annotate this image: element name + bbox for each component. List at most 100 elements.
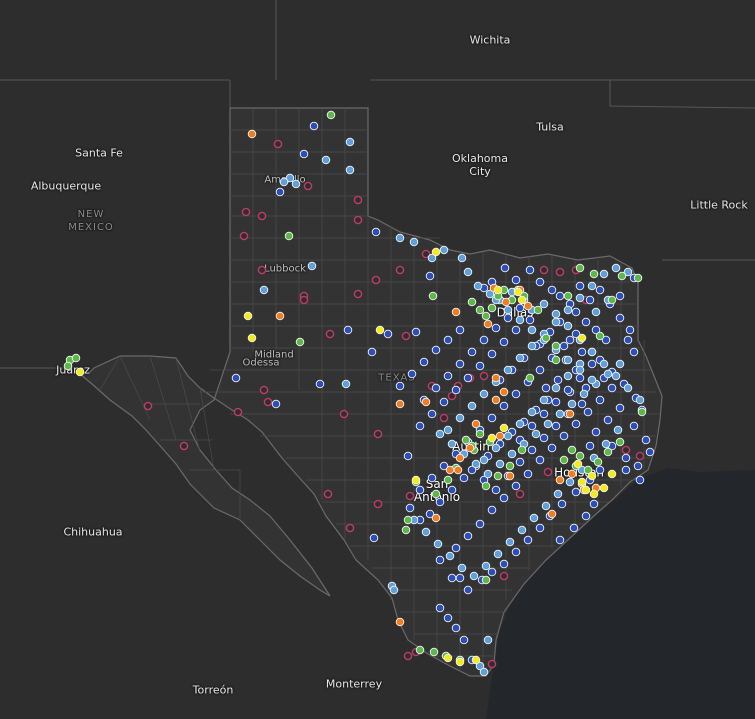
dark-blue-site-marker[interactable] (271, 399, 281, 409)
green-site-marker[interactable] (429, 647, 439, 657)
green-site-marker[interactable] (563, 291, 573, 301)
dark-blue-site-marker[interactable] (539, 433, 549, 443)
light-blue-site-marker[interactable] (603, 369, 613, 379)
yellow-site-marker[interactable] (499, 423, 509, 433)
dark-blue-site-marker[interactable] (411, 327, 421, 337)
crimson-site-marker[interactable] (499, 571, 509, 581)
dark-blue-site-marker[interactable] (455, 359, 465, 369)
crimson-site-marker[interactable] (371, 275, 381, 285)
crimson-site-marker[interactable] (515, 489, 525, 499)
dark-blue-site-marker[interactable] (503, 313, 513, 323)
orange-site-marker[interactable] (565, 409, 575, 419)
light-blue-site-marker[interactable] (307, 261, 317, 271)
green-site-marker[interactable] (326, 110, 336, 120)
crimson-site-marker[interactable] (323, 489, 333, 499)
dark-blue-site-marker[interactable] (581, 511, 591, 521)
dark-blue-site-marker[interactable] (455, 325, 465, 335)
light-blue-site-marker[interactable] (457, 563, 467, 573)
dark-blue-site-marker[interactable] (511, 325, 521, 335)
light-blue-site-marker[interactable] (601, 439, 611, 449)
dark-blue-site-marker[interactable] (527, 445, 537, 455)
light-blue-site-marker[interactable] (503, 365, 513, 375)
dark-blue-site-marker[interactable] (535, 523, 545, 533)
yellow-site-marker[interactable] (75, 367, 85, 377)
green-site-marker[interactable] (541, 333, 551, 343)
dark-blue-site-marker[interactable] (535, 365, 545, 375)
orange-site-marker[interactable] (499, 387, 509, 397)
dark-blue-site-marker[interactable] (447, 573, 457, 583)
crimson-site-marker[interactable] (257, 211, 267, 221)
light-blue-site-marker[interactable] (479, 455, 489, 465)
dark-blue-site-marker[interactable] (435, 497, 445, 507)
dark-blue-site-marker[interactable] (603, 415, 613, 425)
dark-blue-site-marker[interactable] (551, 421, 561, 431)
dark-blue-site-marker[interactable] (405, 503, 415, 513)
light-blue-site-marker[interactable] (551, 309, 561, 319)
orange-site-marker[interactable] (505, 471, 515, 481)
crimson-site-marker[interactable] (179, 441, 189, 451)
dark-blue-site-marker[interactable] (559, 431, 569, 441)
crimson-site-marker[interactable] (403, 651, 413, 661)
dark-blue-site-marker[interactable] (367, 347, 377, 357)
dark-blue-site-marker[interactable] (463, 531, 473, 541)
yellow-site-marker[interactable] (587, 471, 597, 481)
dark-blue-site-marker[interactable] (467, 347, 477, 357)
crimson-site-marker[interactable] (299, 295, 309, 305)
yellow-site-marker[interactable] (455, 657, 465, 667)
orange-site-marker[interactable] (501, 297, 511, 307)
dark-blue-site-marker[interactable] (511, 547, 521, 557)
light-blue-site-marker[interactable] (599, 269, 609, 279)
dark-blue-site-marker[interactable] (487, 567, 497, 577)
light-blue-site-marker[interactable] (505, 537, 515, 547)
dark-blue-site-marker[interactable] (475, 519, 485, 529)
light-blue-site-marker[interactable] (345, 137, 355, 147)
dark-blue-site-marker[interactable] (231, 373, 241, 383)
yellow-site-marker[interactable] (607, 469, 617, 479)
green-site-marker[interactable] (615, 437, 625, 447)
yellow-site-marker[interactable] (581, 485, 591, 495)
dark-blue-site-marker[interactable] (395, 381, 405, 391)
yellow-site-marker[interactable] (375, 325, 385, 335)
green-site-marker[interactable] (475, 305, 485, 315)
green-site-marker[interactable] (575, 451, 585, 461)
crimson-site-marker[interactable] (539, 265, 549, 275)
dark-blue-site-marker[interactable] (645, 447, 655, 457)
light-blue-site-marker[interactable] (481, 561, 491, 571)
light-blue-site-marker[interactable] (321, 155, 331, 165)
dark-blue-site-marker[interactable] (621, 465, 631, 475)
light-blue-site-marker[interactable] (457, 253, 467, 263)
orange-site-marker[interactable] (567, 469, 577, 479)
dark-blue-site-marker[interactable] (299, 149, 309, 159)
light-blue-site-marker[interactable] (591, 307, 601, 317)
yellow-site-marker[interactable] (513, 287, 523, 297)
dark-blue-site-marker[interactable] (463, 585, 473, 595)
light-blue-site-marker[interactable] (483, 469, 493, 479)
light-blue-site-marker[interactable] (471, 459, 481, 469)
dark-blue-site-marker[interactable] (571, 487, 581, 497)
dark-blue-site-marker[interactable] (467, 465, 477, 475)
dark-blue-site-marker[interactable] (407, 369, 417, 379)
green-site-marker[interactable] (481, 481, 491, 491)
dark-blue-site-marker[interactable] (555, 535, 565, 545)
light-blue-site-marker[interactable] (345, 165, 355, 175)
light-blue-site-marker[interactable] (285, 173, 295, 183)
crimson-site-marker[interactable] (239, 231, 249, 241)
yellow-site-marker[interactable] (493, 285, 503, 295)
dark-blue-site-marker[interactable] (601, 335, 611, 345)
orange-site-marker[interactable] (555, 475, 565, 485)
dark-blue-site-marker[interactable] (591, 427, 601, 437)
dark-blue-site-marker[interactable] (575, 281, 585, 291)
green-site-marker[interactable] (487, 303, 497, 313)
crimson-site-marker[interactable] (439, 413, 449, 423)
light-blue-site-marker[interactable] (517, 525, 527, 535)
dark-blue-site-marker[interactable] (595, 395, 605, 405)
yellow-site-marker[interactable] (573, 459, 583, 469)
green-site-marker[interactable] (71, 353, 81, 363)
light-blue-site-marker[interactable] (395, 233, 405, 243)
crimson-site-marker[interactable] (345, 523, 355, 533)
light-blue-site-marker[interactable] (473, 281, 483, 291)
crimson-site-marker[interactable] (405, 491, 415, 501)
yellow-site-marker[interactable] (471, 655, 481, 665)
dark-blue-site-marker[interactable] (463, 373, 473, 383)
